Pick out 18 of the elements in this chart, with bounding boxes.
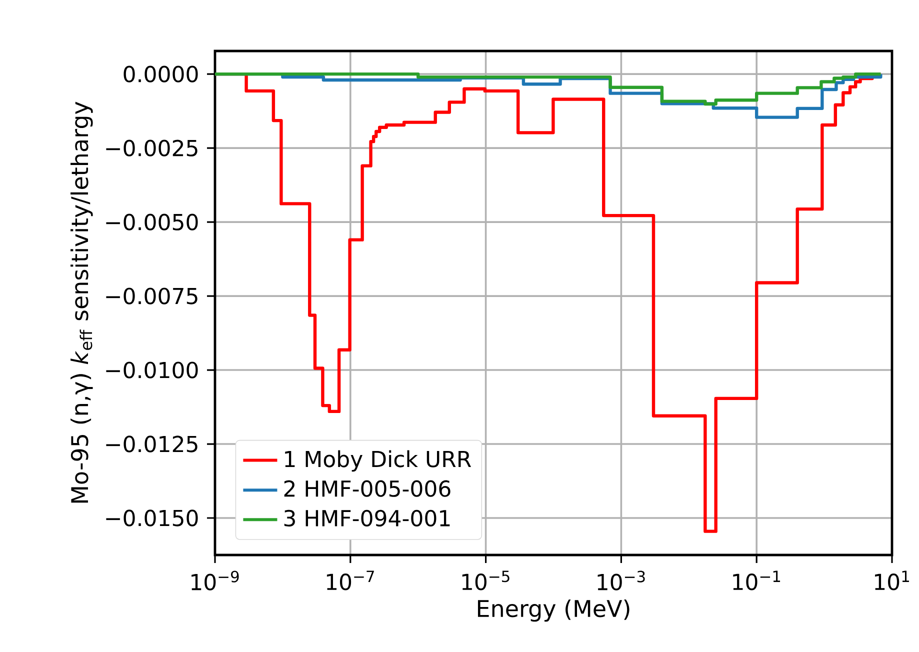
x-tick-label: 10$^{−7}$ — [326, 570, 374, 590]
y-tick-label: −0.0125 — [106, 436, 198, 452]
legend-label: 2 HMF-005-006 — [284, 480, 450, 497]
x-tick-label: 10$^{1}$ — [875, 570, 909, 590]
y-axis-title: Mo-95 (n,γ) k$_{eff}$ sensitivity/lethargy — [70, 102, 93, 503]
y-tick-label: −0.0050 — [106, 214, 198, 230]
y-tick-label: −0.0075 — [106, 288, 198, 304]
x-tick-label: 10$^{−9}$ — [192, 570, 239, 590]
y-tick-label: −0.0100 — [106, 362, 198, 378]
y-tick-label: −0.0025 — [106, 140, 198, 156]
legend-label: 1 Moby Dick URR — [285, 450, 472, 472]
x-tick-label: 10$^{−5}$ — [462, 570, 510, 590]
legend-label: 3 HMF-094-001 — [284, 510, 450, 527]
x-tick-label: 10$^{−3}$ — [598, 570, 645, 590]
x-axis-title: Energy (MeV) — [478, 599, 630, 622]
y-tick-label: −0.0150 — [106, 510, 198, 526]
x-tick-label: 10$^{−1}$ — [733, 570, 780, 590]
y-tick-label: 0.0000 — [124, 66, 198, 82]
